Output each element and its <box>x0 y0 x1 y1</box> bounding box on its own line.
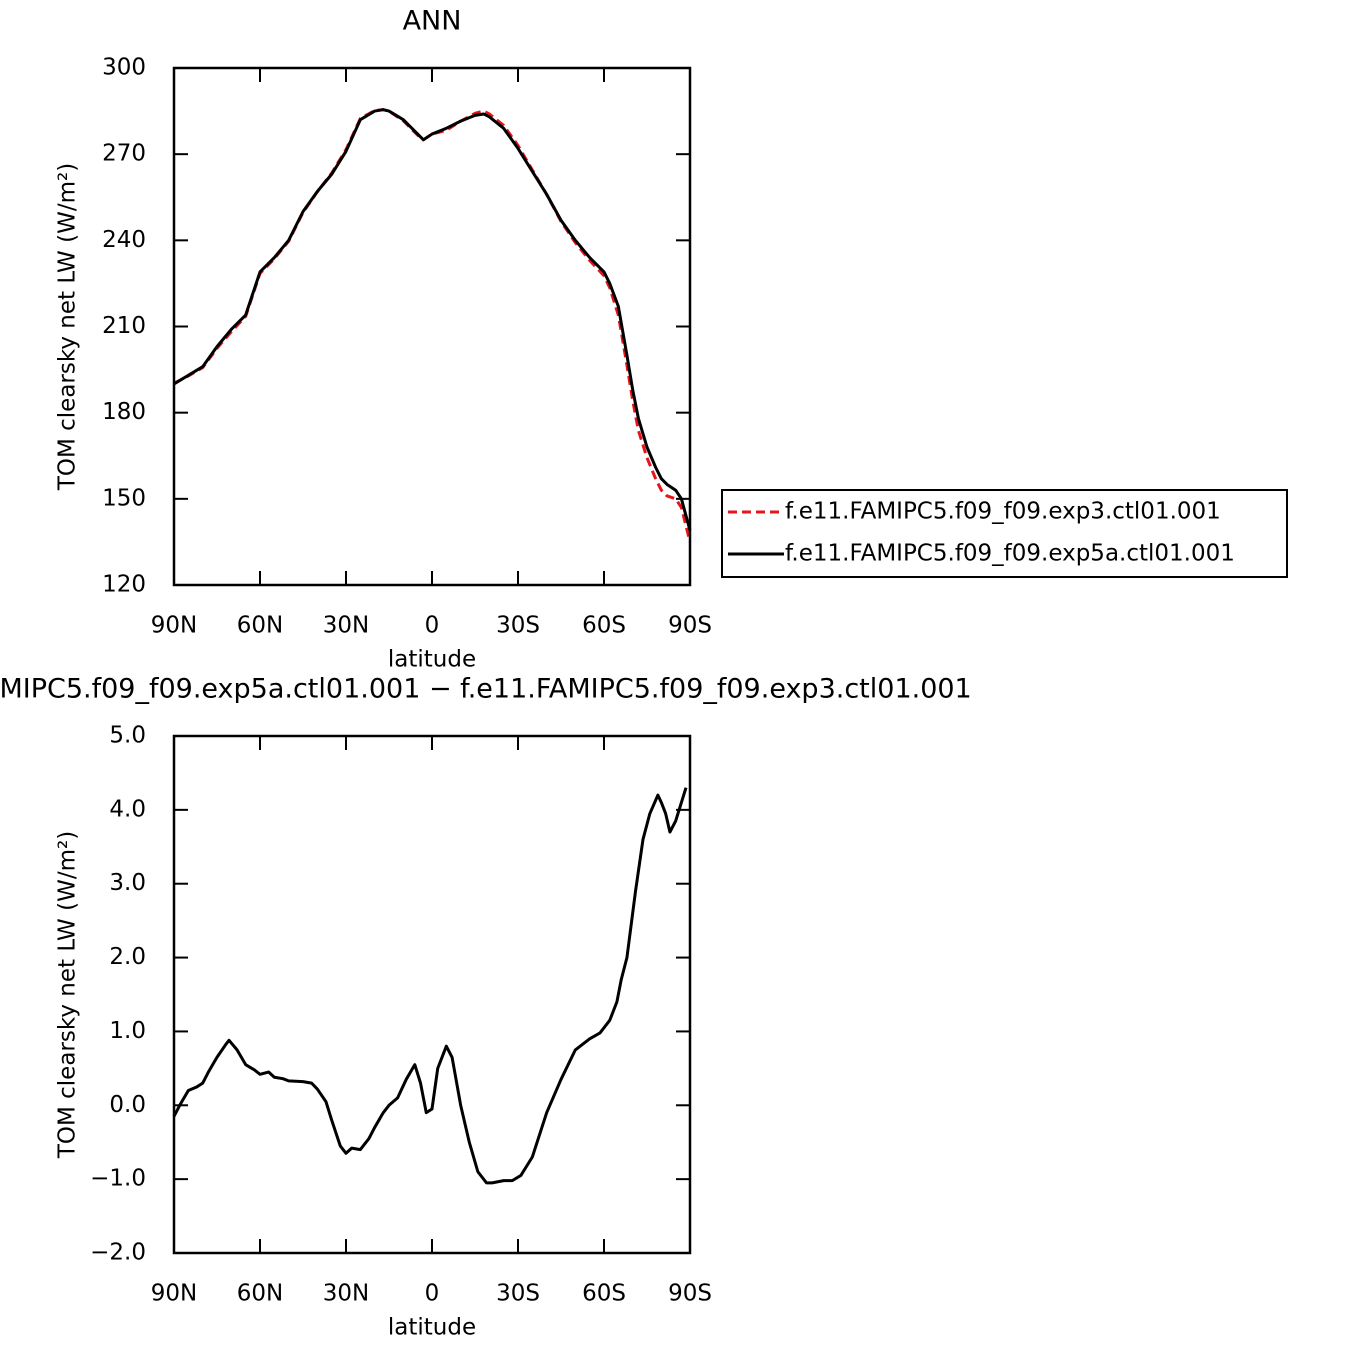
x-tick-label: 90N <box>151 613 197 639</box>
x-tick-label: 90N <box>151 1281 197 1307</box>
y-tick-label: 1.0 <box>109 1018 146 1044</box>
y-axis-label: TOM clearsky net LW (W/m²) <box>55 831 81 1159</box>
y-tick-label: 3.0 <box>109 870 146 896</box>
y-tick-label: 2.0 <box>109 944 146 970</box>
y-tick-label: 180 <box>102 399 146 425</box>
data-line <box>172 787 688 1185</box>
x-tick-label: 30S <box>496 1281 540 1307</box>
legend-box <box>721 489 1288 578</box>
y-tick-label: 5.0 <box>109 723 146 749</box>
x-axis-label: latitude <box>388 1315 476 1341</box>
x-tick-label: 0 <box>425 613 440 639</box>
x-tick-label: 60S <box>582 1281 626 1307</box>
data-line <box>173 108 692 531</box>
x-tick-label: 30N <box>323 1281 369 1307</box>
y-axis-label: TOM clearsky net LW (W/m²) <box>55 163 81 491</box>
chart-title: ANN <box>403 6 462 37</box>
y-tick-label: 120 <box>102 572 146 598</box>
y-tick-label: 240 <box>102 227 146 253</box>
y-tick-label: 0.0 <box>109 1092 146 1118</box>
x-tick-label: 30S <box>496 613 540 639</box>
y-tick-label: 270 <box>102 141 146 167</box>
x-tick-label: 30N <box>323 613 369 639</box>
data-line <box>173 108 692 543</box>
x-tick-label: 90S <box>668 613 712 639</box>
x-tick-label: 90S <box>668 1281 712 1307</box>
x-tick-label: 60N <box>237 1281 283 1307</box>
plot-frame <box>172 66 692 587</box>
x-tick-label: 0 <box>425 1281 440 1307</box>
y-tick-label: −2.0 <box>90 1240 146 1266</box>
legend-label: f.e11.FAMIPC5.f09_f09.exp5a.ctl01.001 <box>785 541 1235 567</box>
x-tick-label: 60S <box>582 613 626 639</box>
legend-label: f.e11.FAMIPC5.f09_f09.exp3.ctl01.001 <box>785 499 1221 525</box>
x-tick-label: 60N <box>237 613 283 639</box>
y-tick-label: 150 <box>102 485 146 511</box>
x-axis-label: latitude <box>388 647 476 673</box>
y-tick-label: −1.0 <box>90 1166 146 1192</box>
y-tick-label: 4.0 <box>109 796 146 822</box>
y-tick-label: 300 <box>102 55 146 81</box>
y-tick-label: 210 <box>102 313 146 339</box>
plot-frame <box>172 734 692 1255</box>
chart-title: f.e11.FAMIPC5.f09_f09.exp5a.ctl01.001 − … <box>0 674 972 705</box>
